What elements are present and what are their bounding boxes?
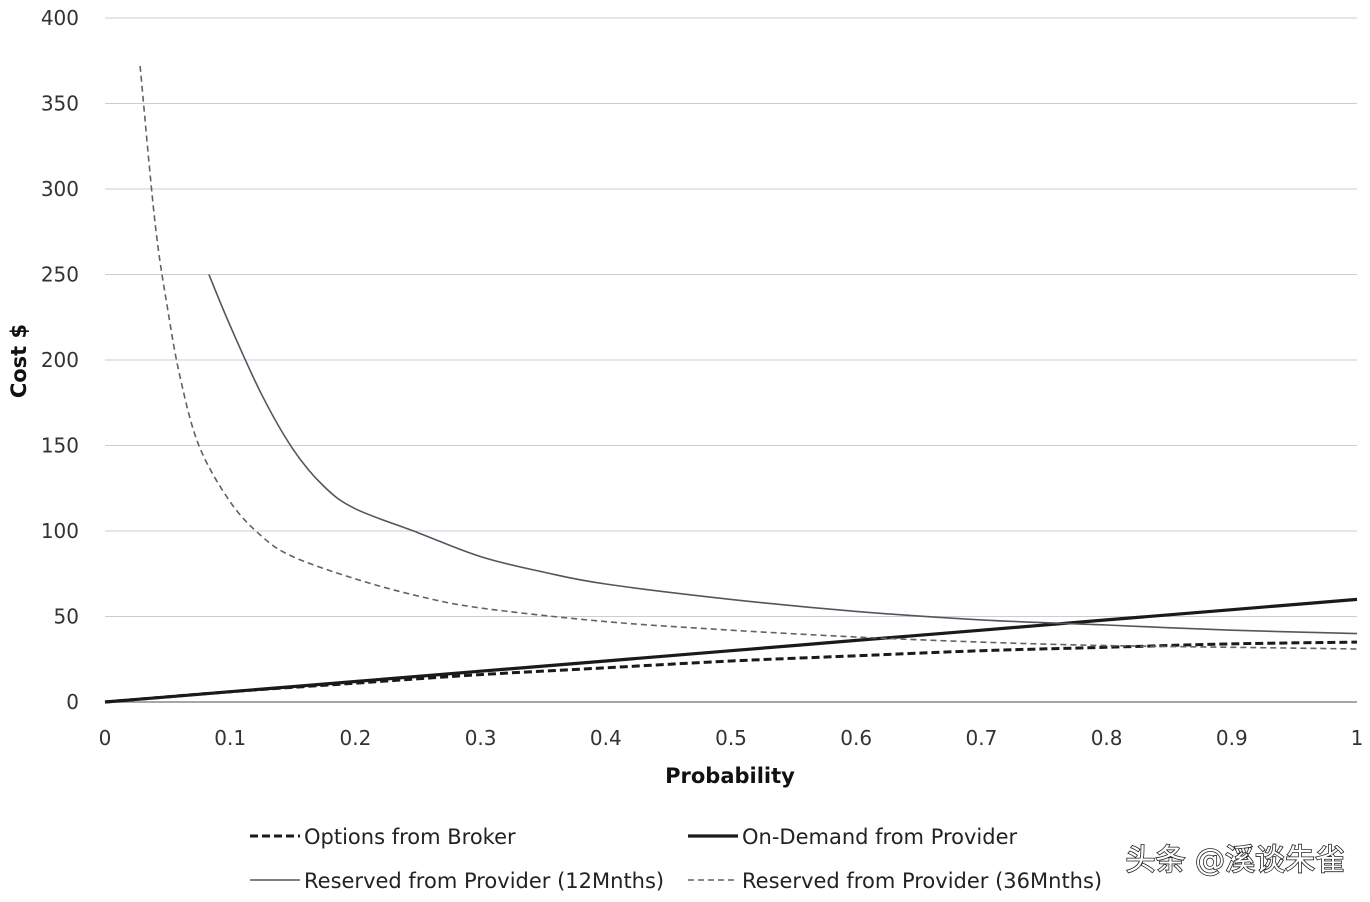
x-tick-label-0.5: 0.5 bbox=[715, 726, 747, 750]
gridlines bbox=[105, 17, 1357, 703]
x-tick-label-0.7: 0.7 bbox=[965, 726, 997, 750]
y-tick-label-200: 200 bbox=[41, 348, 79, 372]
x-tick-label-1: 1 bbox=[1351, 726, 1364, 750]
x-tick-label-0.8: 0.8 bbox=[1091, 726, 1123, 750]
x-tick-label-0.1: 0.1 bbox=[214, 726, 246, 750]
y-tick-label-0: 0 bbox=[66, 690, 79, 714]
x-axis-ticks: 0 0.1 0.2 0.3 0.4 0.5 0.6 0.7 0.8 0.9 1 bbox=[99, 726, 1364, 750]
y-tick-label-50: 50 bbox=[54, 605, 79, 629]
legend-label-on-demand: On-Demand from Provider bbox=[742, 825, 1018, 849]
legend-item-reserved-12: Reserved from Provider (12Mnths) bbox=[250, 869, 664, 893]
legend-item-options-broker: Options from Broker bbox=[250, 825, 516, 849]
y-axis-title: Cost $ bbox=[7, 324, 31, 398]
y-tick-label-400: 400 bbox=[41, 6, 79, 30]
series-line-options-from-broker bbox=[104, 640, 1358, 704]
y-tick-label-100: 100 bbox=[41, 519, 79, 543]
legend-label-options-broker: Options from Broker bbox=[304, 825, 516, 849]
x-tick-label-0: 0 bbox=[99, 726, 112, 750]
legend-label-reserved-36: Reserved from Provider (36Mnths) bbox=[742, 869, 1102, 893]
x-tick-label-0.9: 0.9 bbox=[1216, 726, 1248, 750]
x-tick-label-0.3: 0.3 bbox=[465, 726, 497, 750]
y-axis-ticks: 0 50 100 150 200 250 300 350 400 bbox=[41, 6, 79, 714]
x-tick-label-0.2: 0.2 bbox=[339, 726, 371, 750]
y-tick-label-300: 300 bbox=[41, 177, 79, 201]
legend-item-on-demand: On-Demand from Provider bbox=[688, 825, 1018, 849]
series-line-reserved-from-provider-36mnths bbox=[139, 65, 1358, 650]
y-tick-label-150: 150 bbox=[41, 434, 79, 458]
legend: Options from Broker On-Demand from Provi… bbox=[250, 825, 1102, 893]
series-line-reserved-from-provider-12mnths bbox=[208, 274, 1358, 635]
legend-item-reserved-36: Reserved from Provider (36Mnths) bbox=[688, 869, 1102, 893]
series-line-on-demand-from-provider bbox=[104, 597, 1358, 704]
watermark-text: 头条 @溪谈朱雀 bbox=[1125, 843, 1345, 878]
x-tick-label-0.6: 0.6 bbox=[840, 726, 872, 750]
legend-label-reserved-12: Reserved from Provider (12Mnths) bbox=[304, 869, 664, 893]
x-tick-label-0.4: 0.4 bbox=[590, 726, 622, 750]
y-tick-label-350: 350 bbox=[41, 92, 79, 116]
series-lines bbox=[104, 65, 1358, 704]
y-tick-label-250: 250 bbox=[41, 263, 79, 287]
x-axis-title: Probability bbox=[665, 764, 795, 788]
